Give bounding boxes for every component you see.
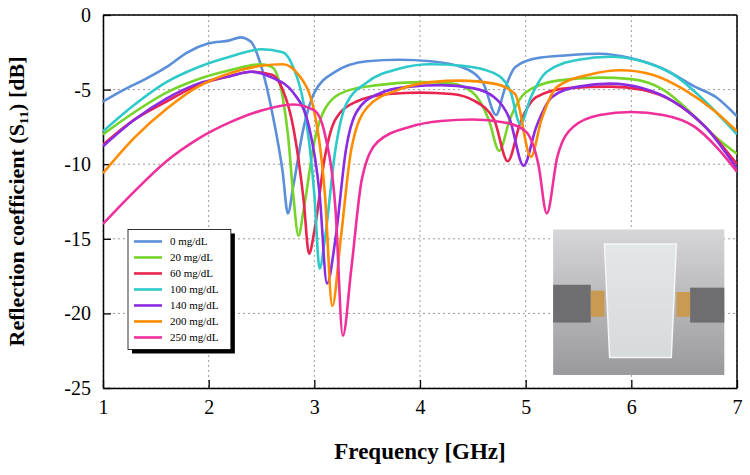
legend-label: 100 mg/dL — [170, 283, 219, 295]
grid — [103, 15, 737, 388]
grid-line-x — [103, 15, 104, 388]
x-tick: 5 — [521, 380, 531, 418]
y-tick-mark — [103, 388, 111, 389]
y-tick-mark — [103, 239, 111, 240]
x-tick-mark — [314, 380, 315, 388]
y-tick: -20 — [64, 302, 111, 324]
legend-swatch — [134, 336, 162, 339]
inset-connector-right — [690, 288, 724, 323]
y-tick: -25 — [64, 377, 111, 399]
legend: 0 mg/dL 20 mg/dL 60 mg/dL 100 mg/dL 140 mg/d… — [128, 229, 235, 353]
series-line — [103, 72, 737, 254]
y-tick-mark — [103, 89, 111, 90]
frame-right — [736, 15, 738, 388]
x-tick: 2 — [204, 380, 214, 418]
frame-top — [103, 14, 737, 16]
grid-line-y — [103, 15, 737, 16]
chart: 1 2 3 4 5 6 7 -25 -20 -15 -10 -5 0 0 mg/dL 20 mg/dL 60 … — [0, 0, 750, 475]
x-tick-mark — [420, 380, 421, 388]
grid-line-y — [103, 164, 737, 165]
legend-swatch — [134, 304, 162, 307]
x-tick-mark — [209, 380, 210, 388]
legend-label: 140 mg/dL — [170, 299, 219, 311]
x-tick: 4 — [416, 380, 426, 418]
x-tick-label: 5 — [521, 396, 531, 418]
legend-label: 60 mg/dL — [170, 267, 213, 279]
grid-line-x — [420, 15, 421, 388]
inset-background — [553, 229, 724, 374]
y-tick-label: 0 — [81, 4, 91, 26]
legend-swatch — [134, 240, 162, 243]
y-tick-mark — [103, 313, 111, 314]
x-tick-mark — [526, 380, 527, 388]
x-tick-label: 6 — [627, 396, 637, 418]
legend-swatch — [134, 256, 162, 259]
legend-box — [128, 229, 231, 349]
x-axis: 1 2 3 4 5 6 7 — [99, 380, 743, 418]
y-tick: -5 — [74, 79, 111, 101]
legend-label: 250 mg/dL — [170, 331, 219, 343]
x-tick: 3 — [310, 380, 320, 418]
x-tick-mark — [631, 380, 632, 388]
grid-line-x — [737, 15, 738, 388]
legend-swatch — [134, 272, 162, 275]
y-tick-label: -10 — [64, 153, 91, 175]
y-tick-label: -15 — [64, 228, 91, 250]
y-axis-title: Reflection coefficient (S₁₁) [dB] — [4, 57, 29, 347]
x-tick: 6 — [627, 380, 637, 418]
legend-swatch — [134, 320, 162, 323]
y-axis-line — [103, 16, 105, 389]
y-tick-label: -20 — [64, 302, 91, 324]
inset-photo — [553, 229, 724, 374]
inset-brass-left — [591, 291, 605, 317]
x-tick-label: 1 — [99, 396, 109, 418]
inset-connector-left — [553, 285, 591, 323]
x-axis-title: Frequency [GHz] — [334, 439, 505, 464]
legend-label: 0 mg/dL — [170, 235, 208, 247]
inset-brass-right — [676, 292, 690, 317]
y-tick: -15 — [64, 228, 111, 250]
legend-label: 200 mg/dL — [170, 315, 219, 327]
x-tick-label: 3 — [310, 396, 320, 418]
inset-cup — [604, 244, 676, 357]
x-tick-label: 4 — [416, 396, 426, 418]
x-tick-label: 2 — [204, 396, 214, 418]
x-tick-label: 7 — [733, 396, 743, 418]
y-tick-label: -25 — [64, 377, 91, 399]
plot-area: 1 2 3 4 5 6 7 -25 -20 -15 -10 -5 0 0 mg/dL 20 mg/dL 60 … — [64, 4, 742, 418]
y-axis: -25 -20 -15 -10 -5 0 — [64, 4, 111, 399]
grid-line-x — [525, 15, 526, 388]
legend-label: 20 mg/dL — [170, 251, 213, 263]
y-tick-label: -5 — [74, 79, 91, 101]
legend-swatch — [134, 288, 162, 291]
